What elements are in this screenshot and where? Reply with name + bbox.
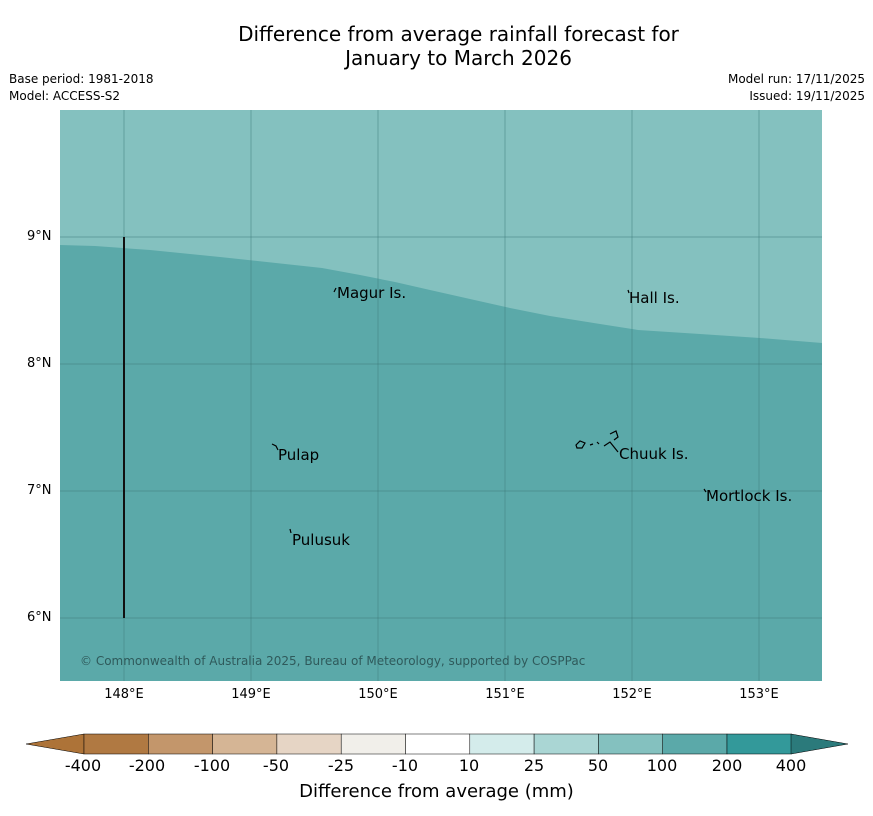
colorbar-segment [405, 733, 471, 755]
magur-island-shape [333, 287, 337, 293]
lat-label-8n: 8°N [27, 356, 52, 371]
colorbar-segment [598, 733, 663, 755]
colorbar-tick-label: 10 [458, 756, 480, 775]
colorbar-segment [276, 733, 342, 755]
chuuk-lagoon-island-e [609, 430, 619, 441]
colorbar-tick-label: 200 [711, 756, 743, 775]
place-label-mortlock: Mortlock Is. [706, 487, 793, 505]
colorbar-segment [340, 733, 406, 755]
colorbar-tick-label: 400 [775, 756, 807, 775]
place-label-hall: Hall Is. [629, 289, 680, 307]
colorbar-extend-low [25, 733, 85, 755]
meta-left: Base period: 1981-2018 Model: ACCESS-S2 [9, 71, 154, 105]
title-line-1: Difference from average rainfall forecas… [238, 22, 679, 46]
issued-text: Issued: 19/11/2025 [749, 89, 865, 103]
colorbar-tick-label: -400 [64, 756, 102, 775]
map-title: Difference from average rainfall forecas… [0, 22, 873, 70]
forecast-band-50-100 [60, 245, 822, 681]
meta-right: Model run: 17/11/2025 Issued: 19/11/2025 [728, 71, 865, 105]
lon-label-152e: 152°E [612, 687, 652, 702]
colorbar-segment [533, 733, 599, 755]
colorbar-tick-label: -100 [193, 756, 231, 775]
chuuk-lagoon-island-c [596, 441, 600, 445]
colorbar-tick-label: 100 [646, 756, 678, 775]
lat-label-7n: 7°N [27, 483, 52, 498]
colorbar-tick-label: -50 [262, 756, 290, 775]
lon-label-150e: 150°E [358, 687, 398, 702]
lon-label-153e: 153°E [739, 687, 779, 702]
colorbar-segment [469, 733, 535, 755]
hall-island-shape [627, 289, 630, 294]
pulusuk-island-shape [289, 528, 292, 534]
colorbar-segment [726, 733, 792, 755]
place-label-pulusuk: Pulusuk [292, 531, 350, 549]
colorbar-segment [212, 733, 278, 755]
colorbar-tick-label: -10 [391, 756, 419, 775]
model-run-text: Model run: 17/11/2025 [727, 72, 865, 86]
colorbar-extend-high [790, 733, 849, 755]
mortlock-island-shape [703, 488, 707, 493]
pulap-island-shape [271, 443, 279, 451]
lat-label-9n: 9°N [27, 229, 52, 244]
copyright-notice: © Commonwealth of Australia 2025, Bureau… [80, 654, 586, 668]
colorbar-tick-label: 50 [587, 756, 609, 775]
title-line-2: January to March 2026 [345, 46, 572, 70]
lon-label-149e: 149°E [231, 687, 271, 702]
base-period-text: Base period: 1981-2018 [9, 72, 154, 86]
colorbar-segment [83, 733, 149, 755]
colorbar-tick-label: 25 [523, 756, 545, 775]
chuuk-lagoon-island-b [589, 443, 594, 446]
colorbar-segment [148, 733, 213, 755]
island-outlines [271, 287, 707, 534]
lat-label-6n: 6°N [27, 610, 52, 625]
model-text: Model: ACCESS-S2 [9, 89, 121, 103]
colorbar-tick-label: -25 [327, 756, 355, 775]
lon-label-148e: 148°E [104, 687, 144, 702]
chuuk-lagoon-island-d [603, 441, 619, 453]
lon-label-151e: 151°E [485, 687, 525, 702]
place-label-chuuk: Chuuk Is. [619, 445, 689, 463]
place-label-pulap: Pulap [278, 446, 320, 464]
chuuk-lagoon-island-a [575, 440, 586, 449]
colorbar [25, 733, 849, 755]
place-label-magur: Magur Is. [337, 284, 407, 302]
colorbar-tick-label: -200 [128, 756, 166, 775]
colorbar-segment [662, 733, 728, 755]
colorbar-title: Difference from average (mm) [299, 781, 574, 802]
